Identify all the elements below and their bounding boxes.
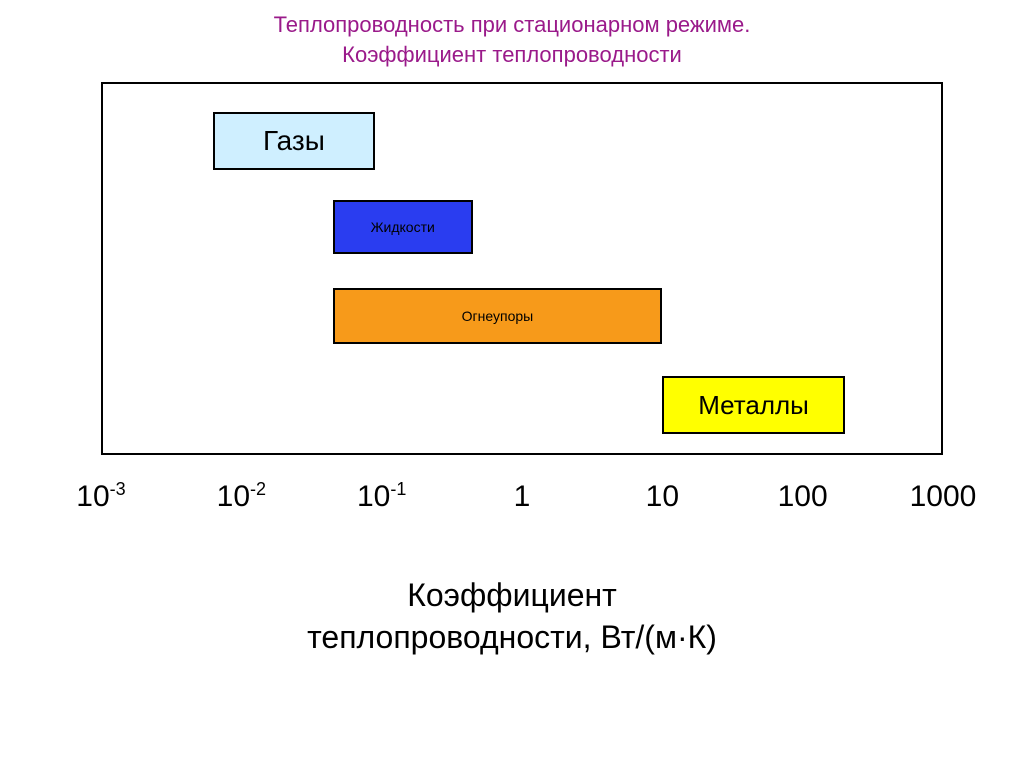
bar-label-liquids: Жидкости: [371, 219, 435, 235]
title-line-1: Теплопроводность при стационарном режиме…: [274, 12, 751, 37]
x-tick--2: 10-2: [217, 482, 266, 512]
bar-label-metals: Металлы: [698, 390, 809, 421]
bar-refractories: Огнеупоры: [333, 288, 663, 344]
page-title: Теплопроводность при стационарном режиме…: [0, 10, 1024, 69]
title-line-2: Коэффициент теплопроводности: [342, 42, 682, 67]
x-tick-0: 1: [514, 482, 531, 512]
bar-gases: Газы: [213, 112, 374, 170]
x-tick-1: 10: [646, 482, 679, 512]
x-tick--3: 10-3: [76, 482, 125, 512]
x-tick--1: 10-1: [357, 482, 406, 512]
axis-title-line-2: теплопроводности, Вт/(м·К): [307, 619, 717, 655]
x-tick-2: 100: [778, 482, 828, 512]
bar-label-gases: Газы: [263, 125, 325, 157]
x-axis-title: Коэффициент теплопроводности, Вт/(м·К): [0, 575, 1024, 658]
axis-title-line-1: Коэффициент: [407, 577, 617, 613]
x-tick-3: 1000: [910, 482, 977, 512]
bar-label-refractories: Огнеупоры: [462, 308, 534, 324]
page-root: Теплопроводность при стационарном режиме…: [0, 0, 1024, 767]
bar-metals: Металлы: [662, 376, 844, 434]
bar-liquids: Жидкости: [333, 200, 473, 254]
